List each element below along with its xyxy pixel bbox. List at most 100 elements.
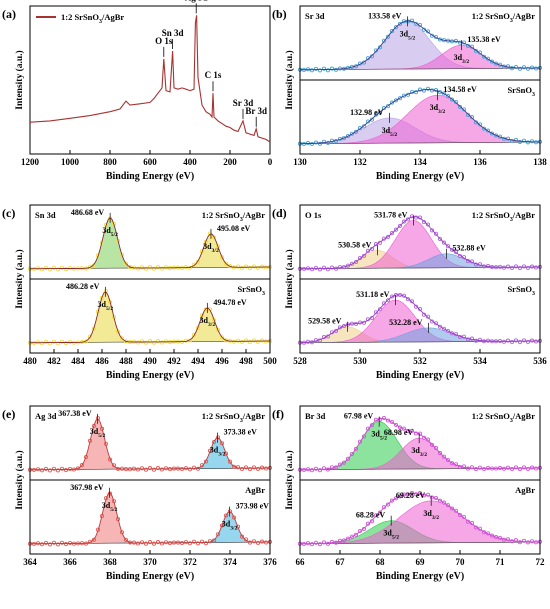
- x-tick-label: 486: [95, 356, 109, 366]
- peak-annotation: Br 3d: [245, 106, 267, 116]
- data-point: [235, 264, 241, 269]
- data-point: [425, 437, 431, 442]
- data-point: [51, 466, 57, 471]
- x-tick-label: 490: [143, 356, 157, 366]
- data-point: [517, 266, 523, 271]
- data-point: [501, 339, 507, 344]
- sample-label: SrSnO3: [507, 85, 535, 98]
- data-point: [349, 451, 355, 457]
- peak-label: 3d3/2: [423, 509, 439, 521]
- peak-label: 3d5/2: [382, 126, 398, 138]
- data-point: [309, 267, 315, 272]
- data-point: [317, 141, 323, 146]
- panel-letter: (e): [2, 407, 15, 421]
- data-point: [43, 540, 49, 545]
- data-point: [329, 539, 335, 544]
- data-point: [243, 465, 249, 470]
- data-point: [55, 267, 61, 272]
- data-point: [349, 261, 355, 266]
- data-point: [461, 464, 467, 469]
- data-point: [461, 107, 467, 112]
- data-point: [195, 541, 201, 546]
- data-point: [521, 65, 527, 70]
- data-point: [123, 261, 129, 266]
- data-point: [405, 297, 411, 302]
- x-tick-label: 200: [223, 157, 237, 167]
- data-point: [247, 340, 253, 345]
- data-point: [469, 465, 475, 470]
- subpanel: 486.28 eV 3d5/2 494.78 eV 3d3/2 SrSnO3: [27, 282, 273, 346]
- data-point: [309, 68, 315, 73]
- x-tick-label: 366: [63, 557, 77, 567]
- data-point: [509, 339, 515, 345]
- data-point: [437, 498, 443, 503]
- data-point: [219, 335, 225, 340]
- data-point: [433, 231, 439, 236]
- survey-line: [29, 15, 271, 143]
- data-point: [513, 137, 519, 142]
- x-axis-label: Binding Energy (eV): [376, 171, 464, 182]
- data-point: [39, 542, 45, 547]
- x-tick-label: 70: [456, 557, 466, 567]
- data-point: [525, 540, 531, 545]
- data-point: [111, 463, 117, 468]
- peak-value: 529.58 eV: [308, 317, 342, 326]
- data-point: [453, 99, 459, 105]
- data-point: [325, 467, 331, 472]
- data-point: [155, 540, 161, 545]
- data-point: [203, 541, 209, 546]
- data-point: [385, 34, 391, 39]
- data-point: [211, 235, 217, 240]
- data-point: [163, 339, 169, 344]
- data-point: [91, 262, 97, 268]
- data-point: [445, 244, 451, 249]
- data-point: [155, 265, 161, 270]
- data-point: [393, 98, 399, 103]
- panel-f: 66 67 68 69 70 71 72 Binding Energy (eV) Intensi…: [272, 405, 545, 582]
- data-point: [63, 468, 69, 473]
- data-point: [493, 133, 499, 138]
- data-point: [525, 265, 531, 270]
- data-point: [529, 465, 535, 470]
- data-point: [247, 266, 253, 271]
- data-point: [223, 451, 229, 456]
- data-point: [321, 265, 327, 270]
- peak-value: 530.58 eV: [338, 240, 372, 249]
- component-peak: [299, 21, 541, 71]
- data-point: [227, 459, 233, 464]
- data-point: [389, 498, 395, 503]
- panel-b: 130 132 134 136 138 Binding Energy (eV) Intens…: [272, 5, 547, 182]
- data-point: [139, 540, 145, 545]
- peak-label: 3d5/2: [400, 29, 416, 41]
- data-point: [521, 264, 527, 269]
- data-point: [135, 340, 141, 345]
- x-tick-label: 136: [473, 157, 487, 167]
- component-peak: [299, 220, 541, 270]
- data-point: [509, 466, 515, 472]
- x-axis-label: Binding Energy (eV): [376, 571, 464, 582]
- data-point: [159, 467, 165, 472]
- data-point: [381, 415, 387, 421]
- data-point: [51, 265, 57, 270]
- data-point: [143, 467, 149, 472]
- data-point: [321, 466, 327, 471]
- data-point: [147, 466, 153, 471]
- data-point: [313, 466, 319, 471]
- data-point: [353, 259, 359, 265]
- y-axis-label: Intensity (a.u.): [284, 249, 295, 308]
- data-point: [55, 341, 61, 346]
- sample-label: 1:2 SrSnO3/AgBr: [472, 11, 535, 24]
- subpanel: 132.98 eV 3d5/2 134.58 eV 3d3/2 SrSnO3: [297, 85, 543, 147]
- data-point: [385, 502, 391, 507]
- data-point: [389, 231, 395, 236]
- data-point: [63, 542, 69, 547]
- data-point: [47, 468, 53, 473]
- x-tick-label: 488: [119, 356, 133, 366]
- data-point: [207, 231, 213, 236]
- data-point: [361, 253, 367, 258]
- x-tick-label: 68: [376, 557, 386, 567]
- data-point: [341, 324, 347, 329]
- data-point: [43, 265, 49, 270]
- data-point: [259, 264, 265, 269]
- data-point: [441, 326, 447, 331]
